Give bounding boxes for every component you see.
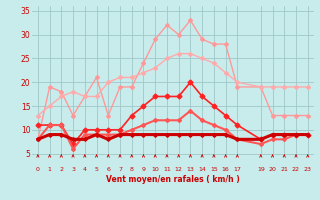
X-axis label: Vent moyen/en rafales ( km/h ): Vent moyen/en rafales ( km/h ) [106, 175, 240, 184]
